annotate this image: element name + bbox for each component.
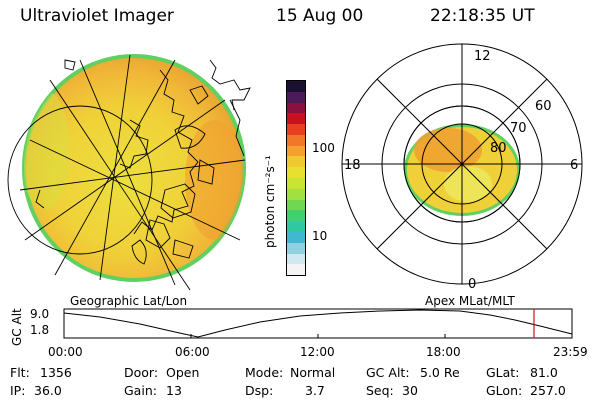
colorbar-cell: [287, 124, 305, 135]
altitude-plot-frame: [63, 308, 573, 339]
geographic-label: Geographic Lat/Lon: [70, 294, 188, 308]
x-tick-2359: 23:59: [553, 345, 588, 359]
altitude-plot: [63, 308, 573, 339]
colorbar-cell: [287, 102, 305, 114]
mode-label: Mode:: [245, 365, 284, 380]
geographic-map: [7, 54, 251, 291]
colorbar-cell: [287, 113, 305, 125]
date-label: 15 Aug 00: [276, 6, 364, 26]
dsp-value: 3.7: [305, 383, 325, 398]
colorbar-cell: [287, 264, 305, 276]
earth-disk: [26, 58, 242, 278]
altitude-curve: [63, 309, 573, 338]
colorbar-cell: [287, 210, 305, 222]
colorbar: [286, 80, 306, 276]
glon-value: 257.0: [530, 383, 566, 398]
door-label: Door:: [124, 365, 159, 380]
colorbar-cell: [287, 188, 305, 200]
mlt-label-6: 6: [570, 158, 578, 173]
colorbar-unit-label: photon cm⁻²s⁻¹: [263, 155, 277, 248]
glat-label: GLat:: [486, 365, 520, 380]
altitude-ytick-high: 9.0: [30, 307, 50, 321]
ip-label: IP:: [10, 383, 26, 398]
colorbar-cell: [287, 221, 305, 232]
gain-label: Gain:: [124, 383, 157, 398]
colorbar-cell: [287, 178, 305, 189]
mlt-label-12: 12: [474, 49, 491, 64]
colorbar-cell: [287, 91, 305, 103]
altitude-ytick-low: 1.8: [30, 323, 50, 337]
flt-label: Flt:: [10, 365, 30, 380]
x-tick-1200: 12:00: [300, 345, 335, 359]
dsp-label: Dsp:: [245, 383, 274, 398]
lat-label-70: 70: [510, 121, 527, 136]
colorbar-cell: [287, 167, 305, 179]
colorbar-cell: [287, 242, 305, 254]
ip-value: 36.0: [34, 383, 62, 398]
colorbar-cell: [287, 253, 305, 265]
polar-plot: 12 18 6 0 60 70 80: [341, 43, 583, 292]
time-label: 22:18:35 UT: [430, 6, 535, 26]
glon-label: GLon:: [486, 383, 523, 398]
seq-value: 30: [402, 383, 418, 398]
colorbar-cell: [287, 145, 305, 157]
gain-value: 13: [166, 383, 182, 398]
door-value: Open: [166, 365, 200, 380]
lat-label-60: 60: [535, 99, 552, 114]
apex-label: Apex MLat/MLT: [425, 294, 515, 308]
colorbar-cell: [287, 134, 305, 146]
seq-label: Seq:: [366, 383, 394, 398]
flt-value: 1356: [40, 365, 72, 380]
colorbar-cell: [287, 199, 305, 211]
altitude-ylabel: GC Alt: [10, 308, 24, 346]
lat-label-80: 80: [490, 141, 507, 156]
lat-lon-grid: [7, 54, 246, 291]
gcalt-label: GC Alt:: [366, 365, 410, 380]
mode-value: Normal: [290, 365, 336, 380]
colorbar-cell: [287, 81, 305, 92]
coastlines: [35, 59, 251, 265]
mlt-label-0: 0: [468, 277, 476, 292]
x-tick-0600: 06:00: [175, 345, 210, 359]
x-tick-0000: 00:00: [48, 345, 83, 359]
colorbar-tick-10: 10: [312, 229, 328, 243]
glat-value: 81.0: [530, 365, 558, 380]
colorbar-cell: [287, 156, 305, 168]
instrument-title: Ultraviolet Imager: [20, 6, 174, 26]
colorbar-cell: [287, 231, 305, 243]
mlt-label-18: 18: [344, 158, 361, 173]
x-tick-1800: 18:00: [426, 345, 461, 359]
colorbar-tick-100: 100: [312, 141, 335, 155]
gcalt-value: 5.0 Re: [420, 365, 460, 380]
